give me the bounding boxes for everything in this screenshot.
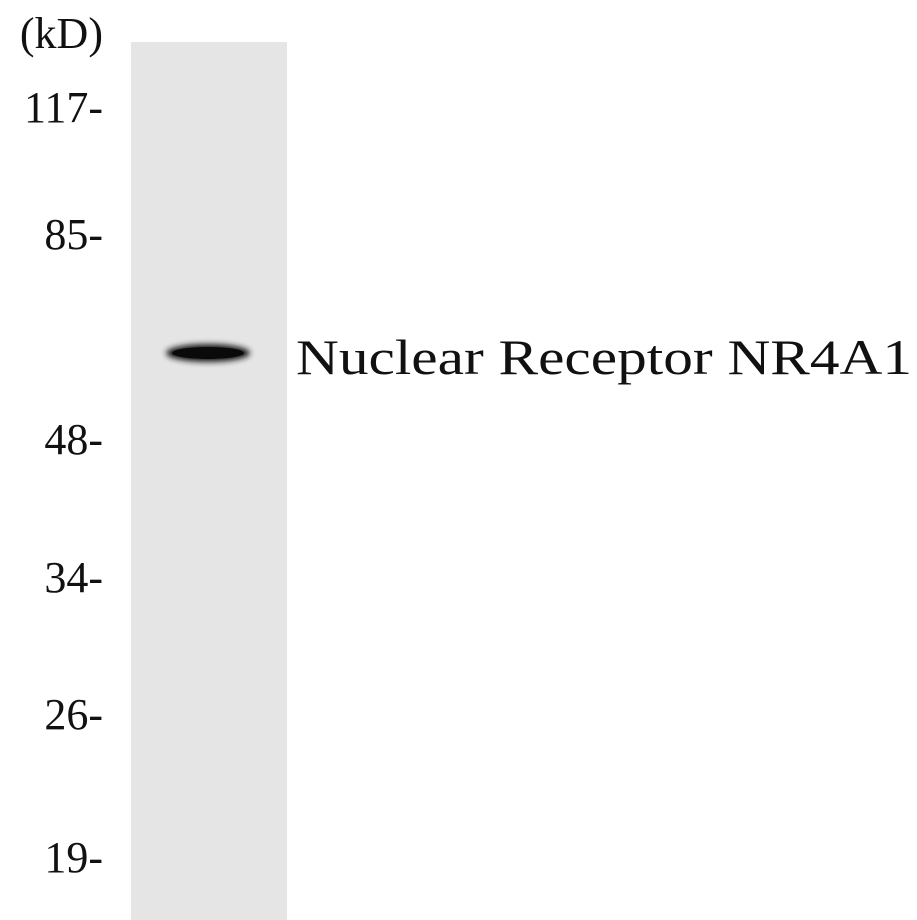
marker-label: 85- [44,210,103,259]
band-core [172,347,244,359]
marker-label: 19- [44,833,103,882]
marker-label: 34- [44,553,103,602]
marker-label: 26- [44,690,103,739]
unit-label: (kD) [20,9,103,58]
western-blot: (kD) 117- 85- 48- 34- 26- 19- Nuclear Re… [0,0,917,920]
lane [131,42,287,920]
marker-label: 48- [44,415,103,464]
band-label: Nuclear Receptor NR4A1 [296,329,912,385]
marker-label: 117- [24,83,103,132]
